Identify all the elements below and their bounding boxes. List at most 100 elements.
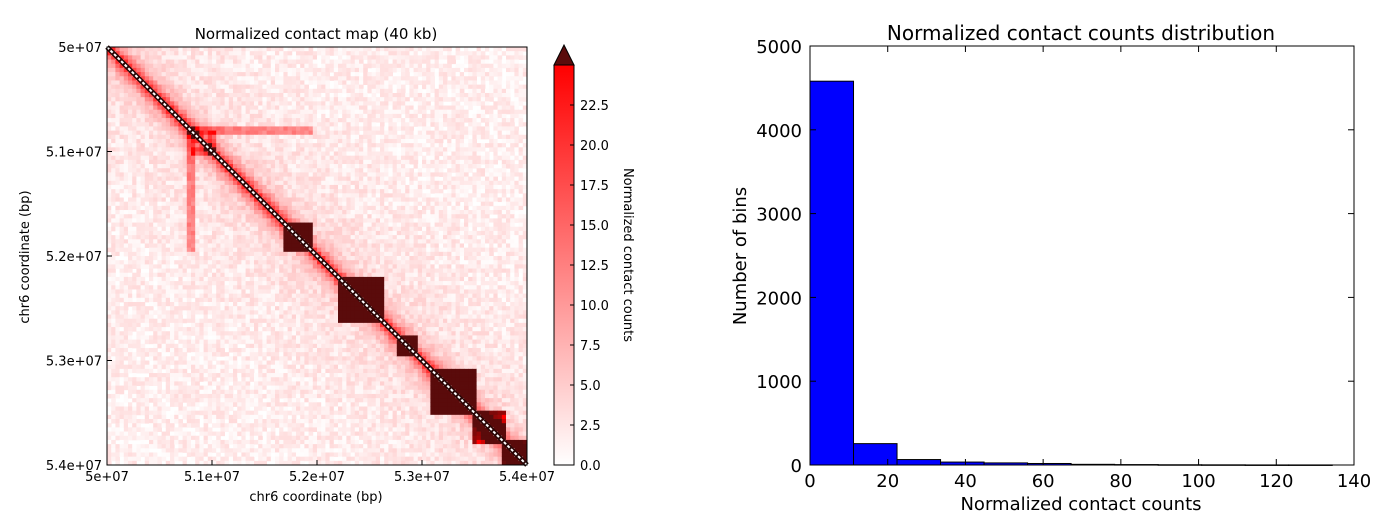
heatmap-cell <box>506 172 511 177</box>
heatmap-cell <box>191 180 196 186</box>
heatmap-cell <box>165 281 171 286</box>
heatmap-cell <box>191 176 196 182</box>
heatmap-cell <box>270 51 276 56</box>
heatmap-cell <box>317 130 322 136</box>
heatmap-cell <box>149 281 154 286</box>
heatmap-cell <box>430 72 435 77</box>
heatmap-cell <box>191 247 196 253</box>
heatmap-cell <box>342 109 347 115</box>
heatmap-cell <box>212 201 217 207</box>
heatmap-cell <box>329 63 335 69</box>
heatmap-cell <box>161 59 167 65</box>
heatmap-cell <box>476 122 482 127</box>
heatmap-cell <box>350 113 356 119</box>
heatmap-cell <box>220 268 225 274</box>
heatmap-cell <box>149 322 154 328</box>
heatmap-cell <box>115 164 120 169</box>
heatmap-cell <box>333 164 339 169</box>
heatmap-cell <box>178 456 183 462</box>
heatmap-cell <box>359 84 364 90</box>
heatmap-cell <box>182 51 188 56</box>
heatmap-cell <box>140 276 146 282</box>
heatmap-cell <box>170 201 175 207</box>
heatmap-cell <box>489 92 494 98</box>
heatmap-cell <box>195 109 200 115</box>
heatmap-cell <box>111 84 116 90</box>
heatmap-cell <box>191 235 196 240</box>
heatmap-cell <box>165 368 171 374</box>
heatmap-cell <box>174 218 179 223</box>
heatmap-cell <box>111 389 116 395</box>
heatmap-cell <box>296 51 301 56</box>
heatmap-cell <box>304 84 309 90</box>
heatmap-cell <box>224 230 230 236</box>
heatmap-cell <box>216 310 221 315</box>
heatmap-cell <box>207 289 213 295</box>
heatmap-cell <box>224 414 230 420</box>
heatmap-cell <box>165 347 171 353</box>
heatmap-cell <box>132 281 137 286</box>
heatmap-cell <box>182 172 188 177</box>
heatmap-cell <box>283 72 288 77</box>
heatmap-cell <box>321 138 326 144</box>
heatmap-cell <box>153 180 158 186</box>
heatmap-cell <box>165 356 171 361</box>
heatmap-cell <box>220 130 225 136</box>
heatmap-cell <box>149 377 154 382</box>
heatmap-cell <box>212 368 217 374</box>
heatmap-cell <box>476 164 482 169</box>
heatmap-cell <box>228 51 234 56</box>
heatmap-cell <box>199 335 204 340</box>
heatmap-cell <box>262 76 267 81</box>
heatmap-cell <box>333 76 339 81</box>
heatmap-cell <box>140 281 146 286</box>
heatmap-cell <box>153 289 158 295</box>
heatmap-cell <box>380 59 385 65</box>
heatmap-cell <box>254 59 259 65</box>
heatmap-cell <box>136 88 141 94</box>
heatmap-cell <box>375 72 381 77</box>
heatmap-cell <box>417 59 423 65</box>
heatmap-cell <box>123 343 129 349</box>
heatmap-cell <box>119 414 125 420</box>
heatmap-cell <box>203 230 209 236</box>
heatmap-cell <box>170 72 175 77</box>
heatmap-cell <box>140 444 146 449</box>
heatmap-cell <box>132 164 137 169</box>
heatmap-cell <box>207 377 213 382</box>
heatmap-cell <box>245 105 251 111</box>
heatmap-cell <box>144 55 150 60</box>
heatmap-cell <box>178 243 183 249</box>
heatmap-cell <box>464 138 469 144</box>
heatmap-cell <box>111 201 116 207</box>
heatmap-cell <box>203 406 209 412</box>
heatmap-cell <box>308 101 314 106</box>
heatmap-cell <box>153 360 158 366</box>
heatmap-cell <box>144 393 150 399</box>
heatmap-cell <box>186 97 192 102</box>
heatmap-cell <box>195 393 200 399</box>
heatmap-cell <box>111 226 116 232</box>
heatmap-cell <box>380 51 385 56</box>
heatmap-cell <box>396 138 402 144</box>
heatmap-cell <box>501 80 507 86</box>
heatmap-cell <box>497 138 503 144</box>
heatmap-cell <box>228 427 234 432</box>
heatmap-cell <box>170 138 175 144</box>
heatmap-cell <box>107 159 112 165</box>
heatmap-cell <box>107 360 112 366</box>
heatmap-cell <box>186 322 192 328</box>
heatmap-cell <box>216 101 221 106</box>
heatmap-cell <box>354 138 360 144</box>
heatmap-cell <box>220 318 225 324</box>
heatmap-cell <box>308 147 314 152</box>
heatmap-cell <box>144 272 150 278</box>
heatmap-cell <box>119 214 125 219</box>
heatmap-cell <box>392 88 398 94</box>
heatmap-cell <box>174 243 179 249</box>
heatmap-cell <box>191 143 196 148</box>
heatmap-cell <box>506 72 511 77</box>
heatmap-cell <box>191 226 196 232</box>
heatmap-cell <box>149 389 154 395</box>
heatmap-cell <box>241 76 246 81</box>
